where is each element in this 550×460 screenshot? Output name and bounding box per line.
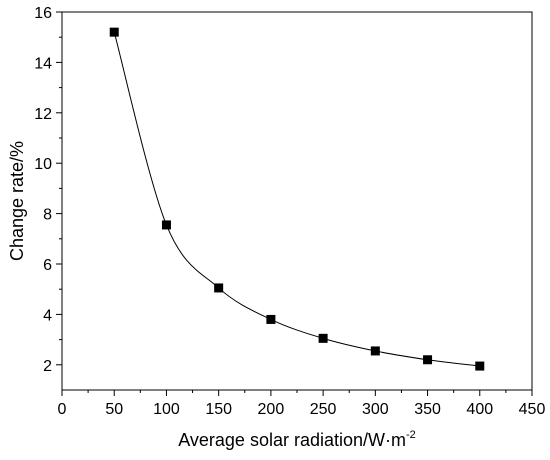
series-line [113,32,480,367]
series [109,27,485,371]
data-point [214,283,224,293]
y-tick-label: 2 [43,358,52,375]
data-point [109,27,119,37]
data-point [370,346,380,356]
y-tick-label: 14 [34,55,52,72]
x-tick-label: 200 [258,401,285,418]
data-point [475,361,485,371]
y-axis-ticks [56,11,62,366]
x-tick-label: 50 [105,401,123,418]
x-axis-tick-labels: 0 50 100 150 200 250 300 350 400 450 [58,401,546,418]
y-axis-tick-labels: 2 4 6 8 10 12 14 16 [34,5,52,375]
data-point [318,333,328,343]
y-axis-title: Change rate/% [7,141,27,261]
x-tick-label: 250 [310,401,337,418]
y-tick-label: 4 [43,307,52,324]
y-tick-label: 16 [34,5,52,22]
y-tick-label: 6 [43,257,52,274]
x-axis-title-superscript: -2 [406,429,416,441]
data-point [266,314,276,324]
x-tick-label: 0 [58,401,67,418]
x-axis-title: Average solar radiation/W·m-2 [178,429,416,450]
x-tick-label: 100 [153,401,180,418]
y-tick-label: 8 [43,207,52,224]
data-point [423,355,433,365]
x-tick-label: 350 [414,401,441,418]
x-tick-label: 300 [362,401,389,418]
plot-frame [61,11,533,391]
x-axis-ticks [61,390,533,396]
y-tick-label: 12 [34,106,52,123]
data-point [161,220,171,230]
x-tick-label: 400 [466,401,493,418]
x-tick-label: 150 [205,401,232,418]
y-tick-label: 10 [34,156,52,173]
x-axis-title-text: Average solar radiation/W·m [178,430,406,450]
x-tick-label: 450 [519,401,546,418]
